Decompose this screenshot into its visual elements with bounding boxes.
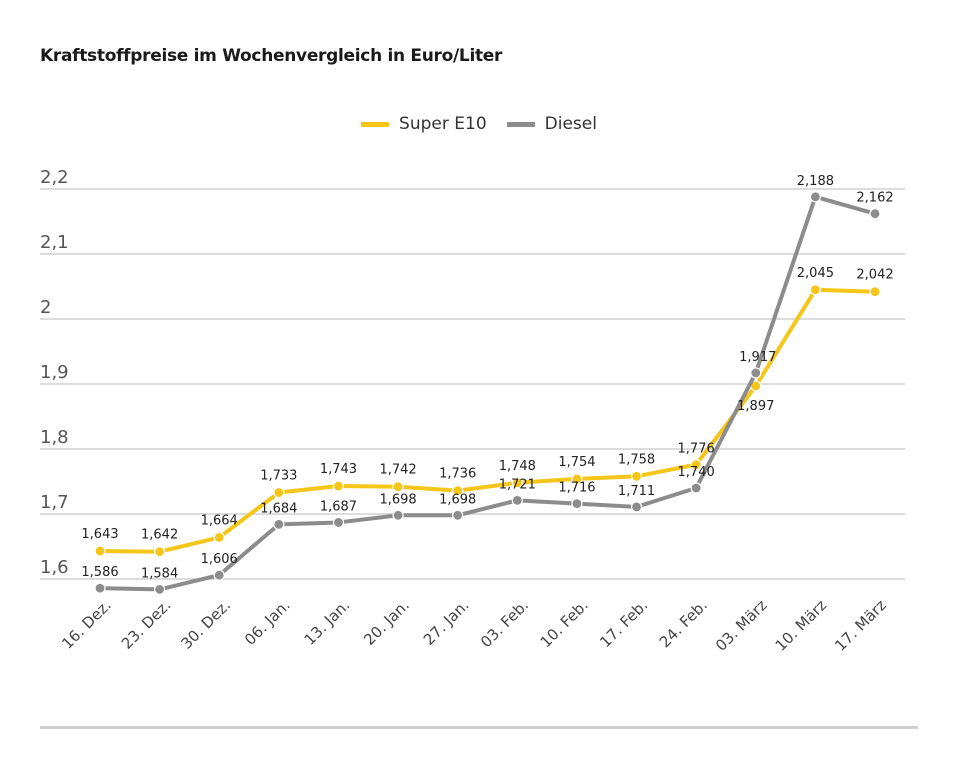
data-point-super-e10 bbox=[213, 531, 225, 544]
chart-title: Kraftstoffpreise im Wochenvergleich in E… bbox=[40, 46, 503, 66]
data-point-diesel bbox=[332, 516, 345, 529]
y-tick-label: 1,7 bbox=[40, 492, 69, 513]
data-label-diesel: 1,606 bbox=[201, 552, 238, 567]
legend-item-diesel: Diesel bbox=[506, 114, 597, 134]
data-label-diesel: 1,584 bbox=[141, 566, 178, 581]
bottom-divider bbox=[40, 726, 918, 729]
data-label-diesel: 1,687 bbox=[320, 499, 357, 514]
data-label-diesel: 1,698 bbox=[379, 492, 416, 507]
y-tick-label: 2,1 bbox=[40, 232, 69, 253]
legend-item-super-e10: Super E10 bbox=[361, 114, 487, 134]
data-point-diesel bbox=[273, 518, 285, 531]
data-point-diesel bbox=[690, 482, 702, 494]
x-tick-label: 13. Jan. bbox=[301, 596, 354, 649]
data-point-diesel bbox=[869, 208, 881, 220]
legend-label-diesel: Diesel bbox=[544, 114, 597, 134]
series-line-super-e10 bbox=[98, 287, 877, 554]
data-label-super-e10: 1,748 bbox=[499, 459, 536, 474]
data-label-super-e10: 1,758 bbox=[618, 452, 655, 467]
data-label-super-e10: 2,042 bbox=[856, 268, 893, 283]
data-label-diesel: 2,162 bbox=[856, 191, 893, 206]
data-point-diesel bbox=[750, 367, 762, 379]
x-tick-label: 16. Dez. bbox=[58, 596, 115, 653]
data-label-diesel: 1,740 bbox=[678, 465, 715, 480]
data-label-super-e10: 1,742 bbox=[379, 463, 416, 478]
x-tick-label: 27. Jan. bbox=[420, 596, 473, 649]
x-tick-label: 24. Feb. bbox=[656, 596, 711, 651]
legend-swatch-super-e10 bbox=[361, 121, 390, 127]
data-point-super-e10 bbox=[452, 485, 464, 497]
legend-label-super-e10: Super E10 bbox=[399, 114, 487, 134]
data-point-super-e10 bbox=[690, 459, 702, 471]
series-line-diesel bbox=[98, 194, 877, 592]
x-tick-label: 10. März bbox=[772, 596, 831, 655]
x-tick-label: 30. Dez. bbox=[177, 596, 234, 653]
data-label-diesel: 1,711 bbox=[618, 484, 655, 499]
data-point-super-e10 bbox=[869, 286, 881, 298]
y-tick-label: 1,8 bbox=[40, 427, 69, 448]
data-label-super-e10: 1,642 bbox=[141, 528, 178, 543]
data-label-super-e10: 1,776 bbox=[678, 442, 715, 457]
data-label-diesel: 1,698 bbox=[439, 492, 476, 507]
data-point-super-e10 bbox=[332, 480, 345, 492]
y-tick-label: 1,9 bbox=[40, 362, 69, 383]
data-label-diesel: 1,586 bbox=[81, 565, 118, 580]
data-label-super-e10: 1,664 bbox=[201, 513, 238, 528]
x-tick-label: 03. Feb. bbox=[477, 596, 532, 651]
data-point-diesel bbox=[392, 509, 404, 521]
data-label-diesel: 2,188 bbox=[797, 174, 834, 189]
legend: Super E10 Diesel bbox=[0, 114, 958, 134]
data-point-diesel bbox=[630, 501, 643, 513]
data-label-super-e10: 1,643 bbox=[81, 527, 118, 542]
data-point-super-e10 bbox=[511, 477, 523, 489]
x-tick-label: 20. Jan. bbox=[360, 596, 413, 649]
x-tick-label: 17. Feb. bbox=[596, 596, 651, 651]
y-tick-label: 2,2 bbox=[40, 167, 69, 188]
data-point-super-e10 bbox=[809, 284, 821, 296]
data-label-diesel: 1,917 bbox=[739, 350, 776, 365]
data-label-diesel: 1,684 bbox=[260, 501, 297, 516]
data-point-super-e10 bbox=[571, 473, 583, 485]
data-label-super-e10: 1,897 bbox=[737, 399, 774, 414]
x-tick-label: 10. Feb. bbox=[537, 596, 592, 651]
data-point-super-e10 bbox=[273, 486, 285, 499]
data-point-super-e10 bbox=[630, 470, 643, 482]
data-label-super-e10: 1,736 bbox=[439, 467, 476, 482]
data-point-diesel bbox=[213, 569, 225, 581]
legend-swatch-diesel bbox=[506, 121, 535, 127]
y-tick-label: 2 bbox=[40, 297, 51, 318]
x-tick-label: 06. Jan. bbox=[241, 596, 294, 649]
data-point-diesel bbox=[511, 494, 523, 506]
data-point-diesel bbox=[452, 509, 464, 521]
data-point-diesel bbox=[571, 498, 583, 510]
data-label-diesel: 1,721 bbox=[499, 477, 536, 492]
data-point-super-e10 bbox=[94, 545, 106, 557]
data-point-diesel bbox=[94, 582, 106, 594]
data-label-diesel: 1,716 bbox=[558, 481, 595, 496]
data-point-diesel bbox=[809, 191, 821, 203]
data-point-super-e10 bbox=[392, 481, 404, 493]
data-point-super-e10 bbox=[154, 546, 166, 558]
data-label-super-e10: 1,754 bbox=[558, 455, 595, 470]
data-label-super-e10: 1,733 bbox=[260, 469, 297, 484]
x-tick-label: 23. Dez. bbox=[118, 596, 175, 653]
y-tick-label: 1,6 bbox=[40, 557, 69, 578]
x-tick-label: 17. März bbox=[831, 596, 890, 655]
data-point-diesel bbox=[154, 583, 166, 596]
data-label-super-e10: 2,045 bbox=[797, 266, 834, 281]
data-label-super-e10: 1,743 bbox=[320, 462, 357, 477]
x-tick-label: 03. März bbox=[712, 596, 771, 655]
